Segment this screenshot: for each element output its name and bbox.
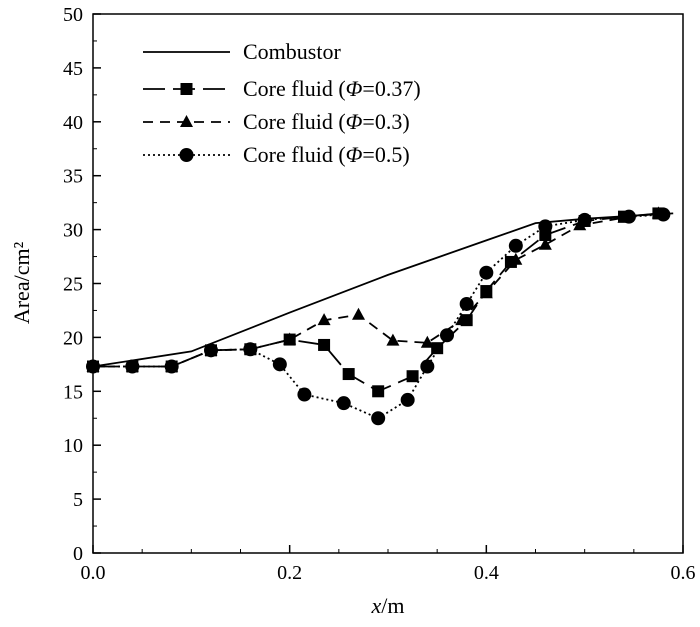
- legend-label-prefix: Core fluid (: [243, 109, 346, 134]
- data-point-circle: [479, 265, 494, 280]
- data-point-circle: [86, 359, 100, 374]
- data-point-square: [342, 368, 355, 381]
- data-point-circle: [297, 387, 312, 402]
- data-point-triangle: [509, 252, 523, 265]
- data-point-triangle: [352, 307, 365, 320]
- series-3: [86, 207, 671, 426]
- data-point-triangle: [479, 286, 493, 299]
- y-tick-label: 5: [73, 489, 83, 511]
- y-tick-label: 50: [63, 4, 83, 26]
- data-point-square: [318, 338, 331, 351]
- y-tick-label: 0: [73, 543, 83, 565]
- data-point-circle: [577, 212, 592, 227]
- data-point-square: [431, 342, 444, 355]
- y-tick-label: 15: [63, 381, 83, 403]
- legend-label-prefix: Core fluid (: [243, 76, 346, 101]
- legend-label-suffix: =0.3): [362, 109, 409, 134]
- legend-label-symbol: Φ: [346, 109, 363, 134]
- legend-item: Combustor: [143, 39, 341, 64]
- data-point-circle: [400, 392, 415, 407]
- series-0: [92, 212, 674, 368]
- data-point-triangle: [386, 333, 400, 346]
- data-point-circle: [204, 343, 218, 358]
- legend-label-symbol: Φ: [346, 142, 363, 167]
- data-point-triangle: [538, 237, 552, 250]
- x-axis-title: x/m: [371, 593, 405, 618]
- series-2: [86, 206, 665, 372]
- legend-label-suffix: =0.5): [362, 142, 409, 167]
- x-tick-label: 0.4: [474, 562, 499, 584]
- y-tick-label: 30: [63, 220, 83, 242]
- data-point-square: [406, 370, 419, 383]
- data-point-circle: [538, 219, 553, 234]
- legend-swatch-marker: [180, 115, 193, 127]
- data-point-circle: [420, 359, 435, 374]
- y-axis-title: Area/cm²: [9, 241, 34, 324]
- series-line: [92, 212, 674, 368]
- data-point-circle: [336, 396, 351, 411]
- x-tick-label: 0.0: [81, 562, 106, 584]
- data-point-circle: [164, 359, 179, 374]
- legend-swatch-marker: [180, 83, 193, 95]
- data-point-circle: [440, 328, 454, 343]
- legend-label-symbol: Φ: [346, 76, 363, 101]
- data-point-square: [372, 385, 385, 398]
- data-point-triangle: [317, 313, 331, 326]
- series-line: [93, 212, 659, 393]
- y-tick-label: 45: [63, 58, 83, 80]
- x-axis-ticks: 0.0 0.2 0.4 0.6: [81, 545, 696, 584]
- legend-label: Core fluid (Φ=0.37): [243, 76, 421, 101]
- series-layer: [86, 206, 674, 426]
- y-tick-label: 35: [63, 166, 83, 188]
- data-point-circle: [459, 296, 474, 311]
- legend-item: Core fluid (Φ=0.37): [143, 76, 421, 101]
- series-line: [93, 212, 659, 368]
- y-axis-ticks: 0 5 10 15 20 25 30 35 40 45 50: [63, 4, 101, 565]
- legend-item: Core fluid (Φ=0.3): [143, 109, 410, 134]
- data-point-circle: [508, 238, 523, 253]
- data-point-triangle: [455, 313, 469, 326]
- y-tick-label: 20: [63, 327, 83, 349]
- y-tick-label: 10: [63, 435, 83, 457]
- legend-label: Core fluid (Φ=0.5): [243, 142, 410, 167]
- y-tick-label: 40: [63, 112, 83, 134]
- x-axis-title-unit: /m: [381, 593, 404, 618]
- data-point-triangle: [420, 335, 434, 348]
- x-tick-label: 0.6: [671, 562, 696, 584]
- legend-label: Combustor: [243, 39, 341, 64]
- data-point-circle: [621, 209, 636, 224]
- data-point-triangle: [283, 332, 297, 345]
- legend-label-prefix: Core fluid (: [243, 142, 346, 167]
- data-point-circle: [243, 342, 258, 357]
- legend-label-suffix: =0.37): [362, 76, 420, 101]
- legend-swatch-marker: [179, 148, 194, 162]
- data-point-circle: [371, 411, 386, 426]
- x-tick-label: 0.2: [277, 562, 302, 584]
- y-tick-label: 25: [63, 274, 83, 296]
- legend-label: Core fluid (Φ=0.3): [243, 109, 410, 134]
- data-point-circle: [656, 207, 671, 222]
- legend-item: Core fluid (Φ=0.5): [143, 142, 410, 167]
- data-point-circle: [272, 357, 287, 372]
- data-point-circle: [125, 359, 140, 374]
- x-axis-title-var: x: [371, 593, 382, 618]
